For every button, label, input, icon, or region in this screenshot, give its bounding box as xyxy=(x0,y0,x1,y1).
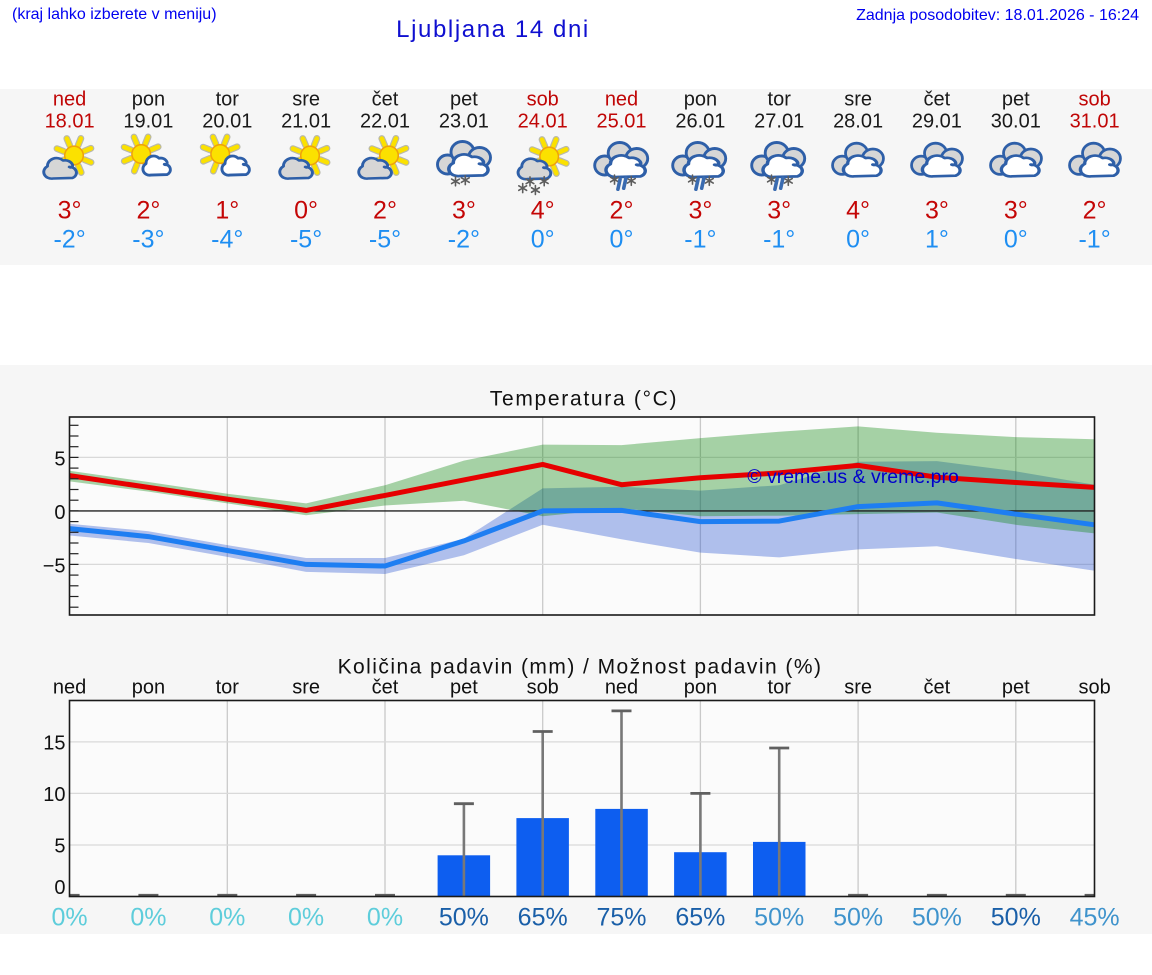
svg-text:−5: −5 xyxy=(43,555,66,577)
svg-text:© vreme.us & vreme.pro: © vreme.us & vreme.pro xyxy=(747,466,959,488)
svg-text:pet: pet xyxy=(450,677,478,699)
svg-text:čet: čet xyxy=(372,677,399,699)
svg-text:Temperatura (°C): Temperatura (°C) xyxy=(490,387,678,410)
svg-text:ned: ned xyxy=(53,677,86,699)
svg-text:ned: ned xyxy=(605,677,638,699)
svg-text:tor: tor xyxy=(768,677,792,699)
svg-text:sob: sob xyxy=(527,677,559,699)
svg-text:pon: pon xyxy=(132,677,165,699)
svg-text:sre: sre xyxy=(844,677,872,699)
svg-text:sre: sre xyxy=(292,677,320,699)
svg-text:15: 15 xyxy=(43,732,65,754)
svg-text:pet: pet xyxy=(1002,677,1030,699)
svg-text:tor: tor xyxy=(216,677,240,699)
svg-text:0: 0 xyxy=(54,502,65,524)
svg-text:5: 5 xyxy=(54,836,65,858)
svg-text:pon: pon xyxy=(684,677,717,699)
svg-text:sob: sob xyxy=(1078,677,1110,699)
svg-text:čet: čet xyxy=(924,677,951,699)
svg-text:10: 10 xyxy=(43,784,65,806)
svg-text:5: 5 xyxy=(54,448,65,470)
svg-text:0: 0 xyxy=(54,877,65,899)
svg-text:Količina padavin (mm) / Možnos: Količina padavin (mm) / Možnost padavin … xyxy=(338,656,823,679)
